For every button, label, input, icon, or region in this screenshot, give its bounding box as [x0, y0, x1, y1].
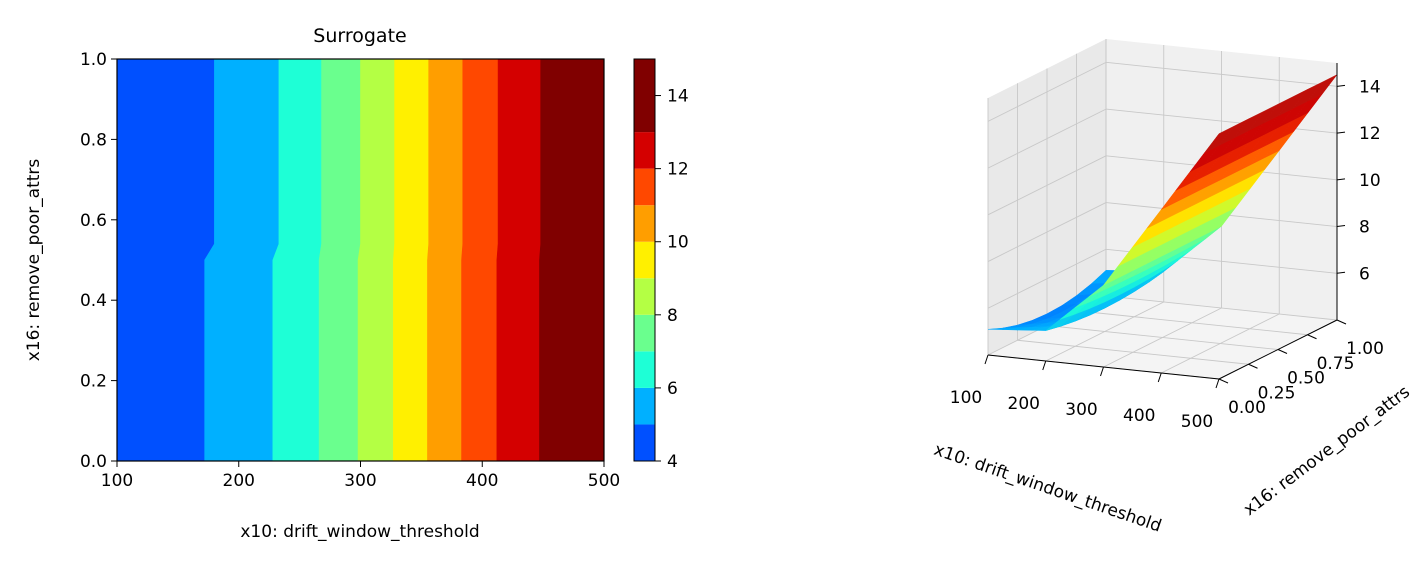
colorbar-tick-label: 14 — [667, 87, 689, 107]
grid-line — [987, 61, 1107, 122]
grid-line — [1017, 339, 1249, 365]
x-tick-label: 300 — [1065, 400, 1097, 420]
colorbar-tick-label: 8 — [667, 306, 678, 326]
x-tick-label: 100 — [950, 388, 982, 408]
colorbar-segment — [634, 132, 655, 169]
colorbar-tick-label: 10 — [667, 233, 689, 253]
y-tick-label: 0.2 — [80, 372, 107, 392]
contour-band — [427, 58, 464, 462]
x-tick-label: 200 — [1008, 394, 1040, 414]
x-tick-label: 500 — [1181, 412, 1213, 432]
contour-band — [318, 58, 361, 462]
y-tick-mark — [1218, 378, 1229, 384]
y-tick-label: 0.25 — [1258, 383, 1296, 403]
colorbar-tick-label: 6 — [667, 379, 678, 399]
y-tick-mark — [1307, 334, 1317, 340]
grid-line — [987, 155, 1107, 216]
contour-band — [539, 58, 605, 462]
grid-line — [987, 108, 1107, 169]
colorbar-segment — [634, 351, 655, 388]
colorbar-segments — [634, 59, 655, 461]
colorbar-segment — [634, 241, 655, 279]
contour-x-ticks: 100 200 300 400 500 — [101, 461, 620, 491]
colorbar-segment — [634, 387, 655, 425]
colorbar-segment — [634, 168, 655, 206]
x-tick-label: 400 — [1123, 406, 1155, 426]
colorbar-frame — [633, 58, 656, 462]
y-tick-label: 0.8 — [80, 130, 107, 150]
contour-band — [393, 58, 429, 462]
y-tick-label: 0.0 — [80, 452, 107, 472]
x-tick-mark — [984, 354, 989, 365]
grid-line — [1076, 310, 1308, 336]
colorbar-segment — [634, 278, 655, 315]
z-tick-label: 14 — [1359, 77, 1381, 97]
colorbar-ticks: 4 6 8 10 12 14 — [655, 87, 689, 472]
grid-line — [1046, 325, 1279, 350]
y-tick-label: 0.75 — [1317, 354, 1355, 374]
colorbar-tick-label: 12 — [667, 160, 689, 180]
x-tick-label: 400 — [466, 471, 498, 491]
x-tick-mark — [1215, 378, 1220, 389]
z-tick-label: 10 — [1359, 171, 1381, 191]
x-tick-label: 500 — [588, 471, 620, 491]
grid-line — [987, 202, 1107, 262]
z-tick-mark — [1336, 131, 1346, 134]
y-tick-label: 0.00 — [1228, 398, 1266, 418]
y-tick-label: 1.00 — [1346, 339, 1384, 359]
contour-band — [357, 58, 395, 462]
contour-x-label: x10: drift_window_threshold — [240, 522, 479, 542]
surface-x-label: x10: drift_window_threshold — [931, 440, 1164, 537]
x-tick-mark — [1042, 360, 1047, 371]
colorbar-segment — [634, 59, 655, 133]
y-tick-label: 0.50 — [1287, 369, 1325, 389]
contour-band — [204, 58, 280, 462]
contour-y-label: x16: remove_poor_attrs — [24, 159, 44, 362]
x-tick-label: 300 — [344, 471, 376, 491]
z-tick-mark — [1336, 271, 1346, 274]
grid-line — [987, 248, 1107, 309]
grid-line — [1105, 61, 1338, 87]
surface-panel: 100 200 300 400 500 0.000.250.500.751.00 6 8 10 1… — [931, 39, 1414, 537]
colorbar-segment — [634, 424, 655, 461]
contour-band — [496, 58, 541, 462]
y-tick-label: 0.4 — [80, 291, 107, 311]
y-tick-mark — [1277, 349, 1288, 354]
x-tick-mark — [1157, 372, 1162, 383]
colorbar-segment — [634, 205, 655, 242]
z-tick-mark — [1336, 84, 1346, 87]
z-tick-label: 8 — [1359, 218, 1370, 238]
z-tick-label: 6 — [1359, 264, 1370, 284]
surface-face — [1204, 126, 1234, 153]
colorbar: 4 6 8 10 12 14 — [633, 58, 689, 472]
chart-title: Surrogate — [313, 25, 406, 47]
x-tick-mark — [1100, 366, 1104, 377]
x-tick-label: 100 — [101, 471, 133, 491]
3d-axes: 100 200 300 400 500 0.000.250.500.751.00 6 8 10 1… — [950, 63, 1384, 432]
y-tick-mark — [1336, 319, 1347, 325]
grid-line — [1105, 295, 1338, 321]
z-tick-mark — [1336, 178, 1346, 181]
x-tick-label: 200 — [223, 471, 255, 491]
contour-band — [461, 58, 499, 462]
y-tick-mark — [1248, 363, 1258, 369]
contour-y-ticks: 0.0 0.2 0.4 0.6 0.8 1.0 — [80, 50, 117, 472]
grid-line — [1105, 108, 1338, 134]
colorbar-segment — [634, 314, 655, 352]
y-tick-label: 0.6 — [80, 211, 107, 231]
contour-panel: 100 200 300 400 500 0.0 0.2 0.4 0.6 0.8 1.0 Surro… — [24, 25, 620, 542]
y-tick-label: 1.0 — [80, 50, 107, 70]
contour-band — [272, 58, 322, 462]
z-tick-label: 12 — [1359, 124, 1381, 144]
contour-band — [116, 58, 215, 462]
z-tick-mark — [1336, 225, 1346, 228]
colorbar-tick-label: 4 — [667, 452, 678, 472]
contour-bands — [116, 58, 605, 462]
surface-mesh — [987, 74, 1338, 331]
